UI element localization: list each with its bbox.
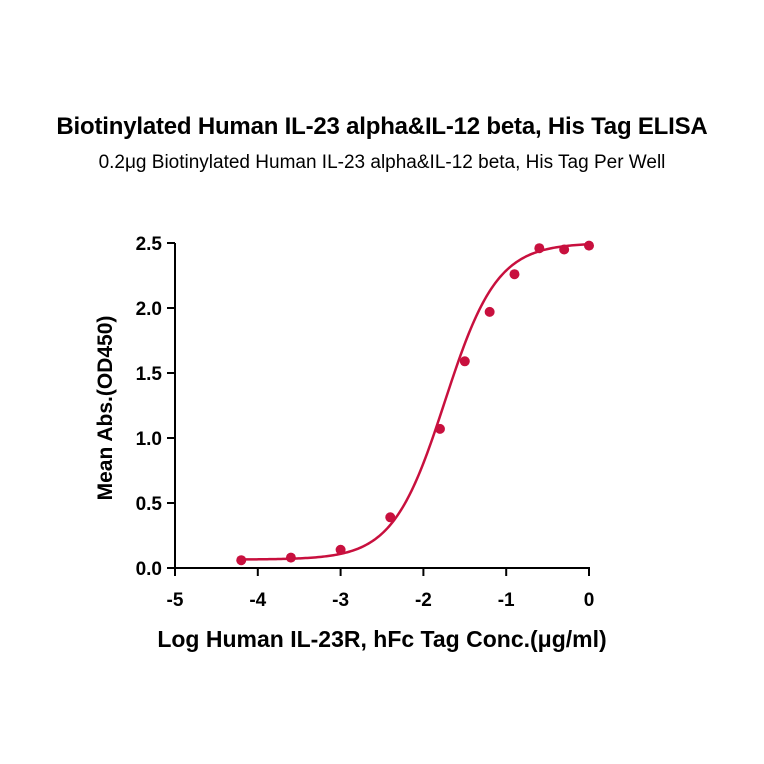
x-tick-label: -1 [498, 590, 515, 611]
data-point [434, 423, 445, 434]
data-point [285, 552, 296, 563]
y-ticks: 0.0 0.5 1.0 1.5 2.0 2.5 [136, 234, 175, 580]
y-tick-label: 2.5 [136, 234, 163, 255]
y-tick-label: 2.0 [136, 299, 162, 320]
data-point [559, 244, 570, 255]
y-tick-label: 1.5 [136, 364, 163, 385]
data-point [534, 243, 545, 254]
y-tick-label: 0.0 [136, 559, 162, 580]
axes [174, 243, 590, 569]
chart-subtitle: 0.2μg Biotinylated Human IL-23 alpha&IL-… [98, 152, 666, 173]
data-points [236, 240, 594, 566]
x-tick-label: -5 [167, 590, 184, 611]
x-axis-label: Log Human IL-23R, hFc Tag Conc.(μg/ml) [157, 626, 606, 652]
data-point [459, 356, 470, 367]
data-point [509, 269, 520, 280]
fit-curve [241, 243, 590, 561]
x-ticks: -5 -4 -3 -2 -1 0 [167, 568, 595, 611]
x-tick-label: -4 [249, 590, 266, 611]
data-point [385, 512, 396, 523]
x-tick-label: -2 [415, 590, 432, 611]
y-tick-label: 0.5 [136, 494, 163, 515]
data-point [484, 306, 495, 317]
x-tick-label: -3 [332, 590, 349, 611]
y-tick-label: 1.0 [136, 429, 162, 450]
data-point [236, 555, 247, 566]
y-axis-label: Mean Abs.(OD450) [94, 316, 117, 501]
x-tick-label: 0 [584, 590, 595, 611]
data-point [335, 544, 346, 555]
chart-title: Biotinylated Human IL-23 alpha&IL-12 bet… [56, 113, 708, 140]
data-point [584, 240, 594, 251]
